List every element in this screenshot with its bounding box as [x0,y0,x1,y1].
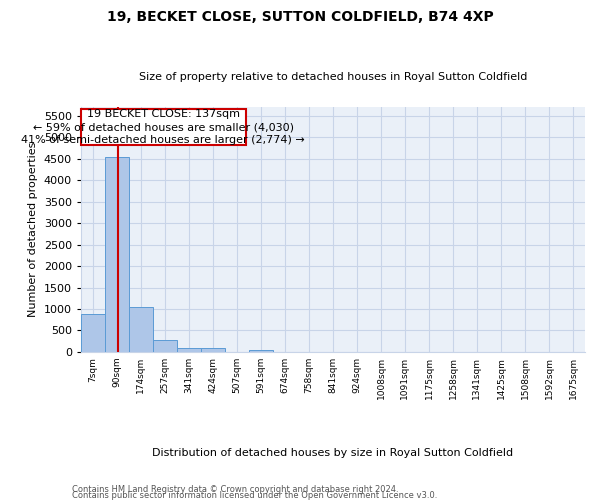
Text: Contains public sector information licensed under the Open Government Licence v3: Contains public sector information licen… [72,491,437,500]
Bar [201,348,225,352]
Bar [153,340,176,352]
Bar [81,314,104,352]
Bar [104,156,128,352]
Text: Contains HM Land Registry data © Crown copyright and database right 2024.: Contains HM Land Registry data © Crown c… [72,485,398,494]
Bar [249,350,273,352]
Text: 19, BECKET CLOSE, SUTTON COLDFIELD, B74 4XP: 19, BECKET CLOSE, SUTTON COLDFIELD, B74 … [107,10,493,24]
Bar [177,348,201,352]
Text: 41% of semi-detached houses are larger (2,774) →: 41% of semi-detached houses are larger (… [22,134,305,144]
X-axis label: Distribution of detached houses by size in Royal Sutton Coldfield: Distribution of detached houses by size … [152,448,514,458]
Bar [129,307,153,352]
Text: 19 BECKET CLOSE: 137sqm: 19 BECKET CLOSE: 137sqm [87,109,240,119]
Y-axis label: Number of detached properties: Number of detached properties [28,142,38,318]
Text: ← 59% of detached houses are smaller (4,030): ← 59% of detached houses are smaller (4,… [33,122,294,132]
Title: Size of property relative to detached houses in Royal Sutton Coldfield: Size of property relative to detached ho… [139,72,527,82]
FancyBboxPatch shape [81,110,246,145]
